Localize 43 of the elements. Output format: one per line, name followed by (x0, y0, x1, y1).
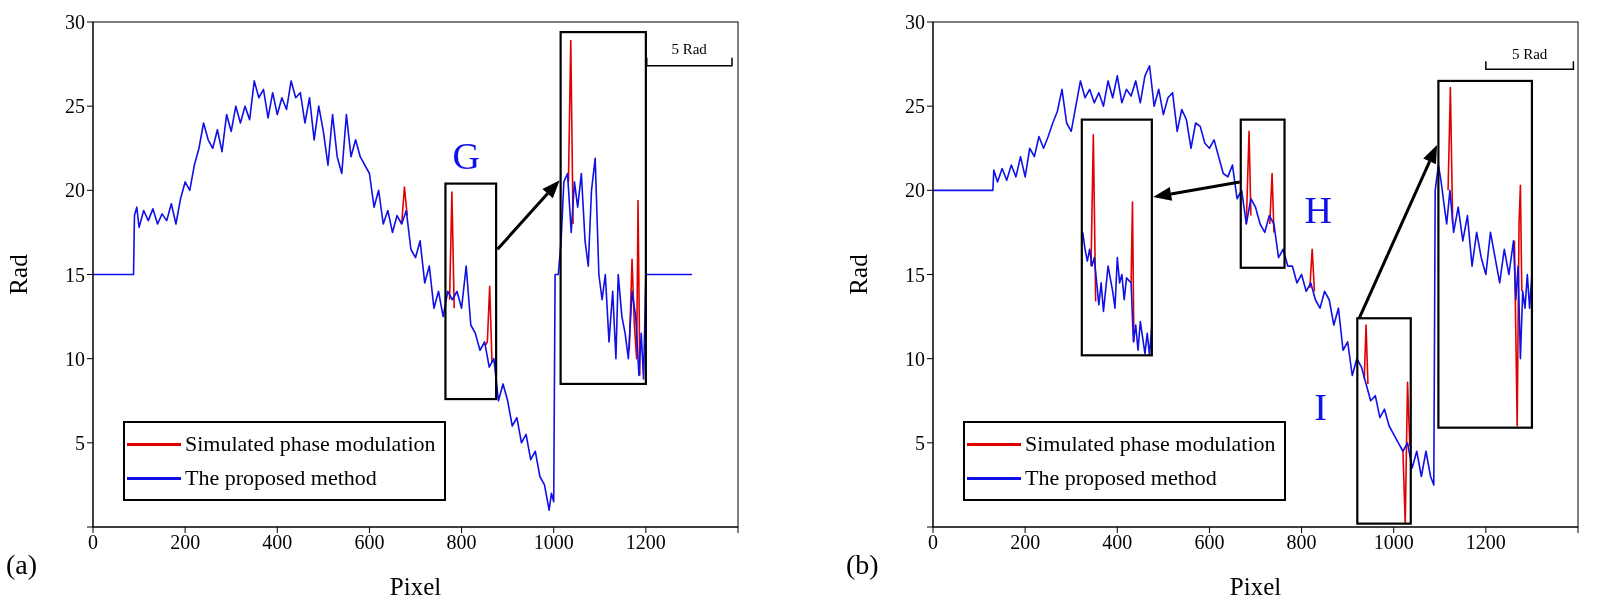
y-tick-label: 15 (65, 263, 85, 286)
text: (b) (846, 549, 879, 581)
y-tick-label: 30 (65, 11, 85, 34)
annotation: 5 Rad (1511, 46, 1548, 63)
y-tick-label: 10 (65, 347, 85, 370)
x-tick-label: 600 (354, 531, 385, 554)
y-tick-label: 30 (905, 11, 925, 34)
y-tick-label: 15 (905, 263, 925, 286)
annotation: 5 Rad (671, 41, 708, 58)
y-tick-label: 5 (75, 431, 85, 454)
annotation: G (452, 134, 480, 177)
y-axis-title: Rad (844, 253, 872, 295)
x-tick-label: 200 (170, 531, 201, 554)
x-tick-label: 1000 (533, 531, 574, 554)
x-tick-label: 800 (1286, 531, 1317, 554)
line-series (1081, 231, 1153, 357)
x-tick-label: 800 (446, 531, 477, 554)
line-series (93, 80, 693, 511)
y-tick-label: 5 (915, 431, 925, 454)
legend-label: The proposed method (185, 465, 377, 491)
x-tick-label: 1200 (1465, 531, 1506, 554)
x-tick-label: 1200 (625, 531, 666, 554)
y-axis-title: Rad (4, 253, 32, 295)
y-tick-label: 10 (905, 347, 925, 370)
text: (a) (6, 549, 38, 581)
x-tick-label: 600 (1194, 531, 1225, 554)
x-tick-label: 400 (1102, 531, 1133, 554)
legend-label: Simulated phase modulation (185, 431, 436, 457)
x-tick-label: 200 (1010, 531, 1041, 554)
legend-label: Simulated phase modulation (1025, 431, 1276, 457)
x-tick-label: 1000 (1373, 531, 1414, 554)
y-tick-label: 25 (65, 95, 85, 118)
y-tick-label: 25 (905, 95, 925, 118)
annotation: I (1314, 385, 1327, 428)
x-tick-label: 0 (928, 531, 938, 554)
x-axis-title: Pixel (1229, 573, 1282, 600)
y-tick-label: 20 (65, 179, 85, 202)
annotation: H (1304, 188, 1332, 231)
legend-label: The proposed method (1025, 465, 1217, 491)
x-tick-label: 0 (88, 531, 98, 554)
x-tick-label: 400 (262, 531, 293, 554)
x-axis-title: Pixel (389, 573, 442, 600)
y-tick-label: 20 (905, 179, 925, 202)
